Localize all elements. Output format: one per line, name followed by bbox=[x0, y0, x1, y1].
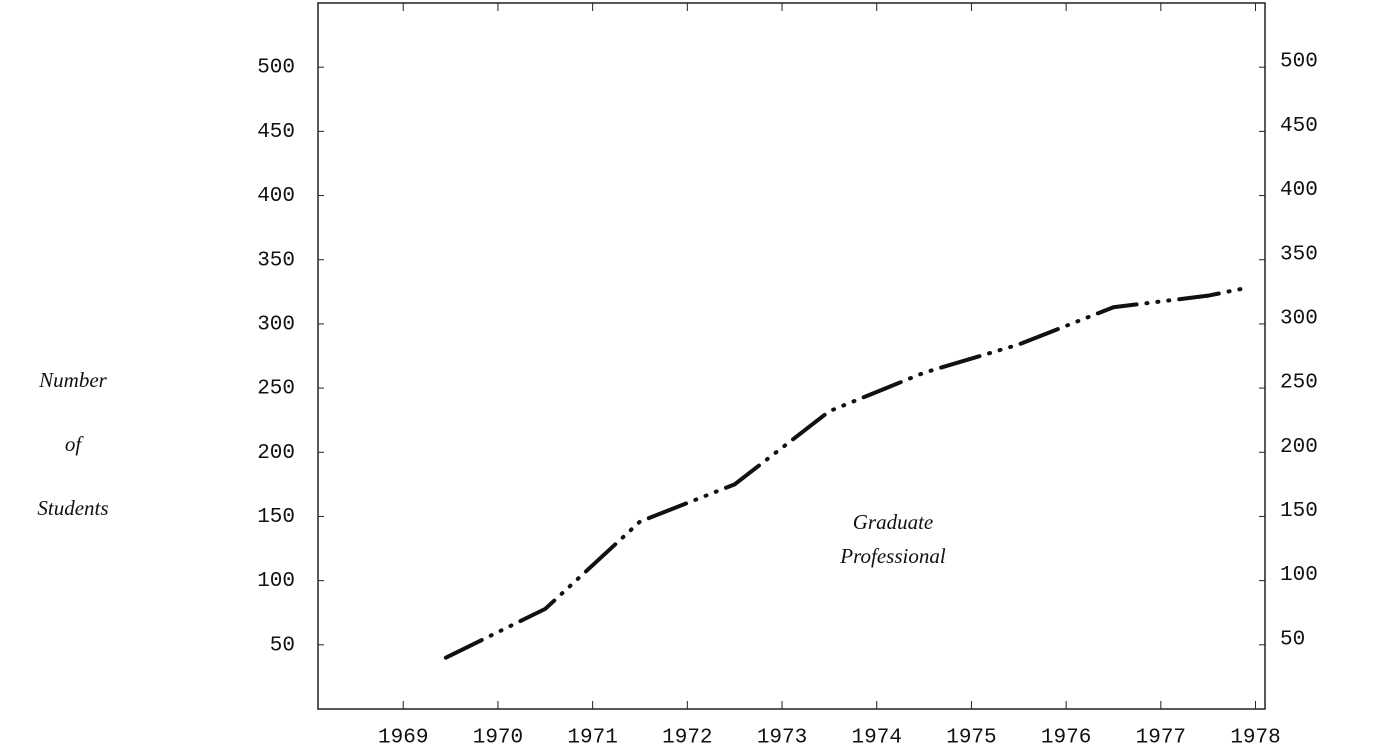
x-tick-label: 1977 bbox=[1136, 727, 1186, 750]
y2-tick-label: 300 bbox=[1280, 307, 1318, 330]
y-axis-label: of bbox=[65, 432, 85, 456]
y2-tick-label: 400 bbox=[1280, 179, 1318, 202]
y-tick-label: 350 bbox=[257, 249, 295, 272]
y-tick-label: 450 bbox=[257, 121, 295, 144]
x-tick-label: 1978 bbox=[1230, 727, 1280, 750]
y2-tick-label: 250 bbox=[1280, 372, 1318, 395]
annotation: Professional bbox=[839, 544, 946, 568]
y2-tick-label: 150 bbox=[1280, 500, 1318, 523]
y2-tick-label: 500 bbox=[1280, 51, 1318, 74]
y-axis-label: Number bbox=[38, 368, 107, 392]
x-tick-label: 1975 bbox=[946, 727, 996, 750]
x-tick-label: 1973 bbox=[757, 727, 807, 750]
plot-frame bbox=[317, 2, 1266, 710]
y-tick-label: 500 bbox=[257, 57, 295, 80]
y-tick-label: 200 bbox=[257, 442, 295, 465]
y2-tick-label: 50 bbox=[1280, 628, 1305, 651]
x-tick-label: 1971 bbox=[567, 727, 617, 750]
x-tick-label: 1974 bbox=[852, 727, 902, 750]
x-tick-label: 1976 bbox=[1041, 727, 1091, 750]
y-axis-label: Students bbox=[37, 496, 108, 520]
y-tick-label: 250 bbox=[257, 378, 295, 401]
y2-tick-label: 350 bbox=[1280, 243, 1318, 266]
y-tick-label: 400 bbox=[257, 185, 295, 208]
y-tick-label: 150 bbox=[257, 506, 295, 529]
y2-tick-label: 450 bbox=[1280, 115, 1318, 138]
y2-tick-label: 200 bbox=[1280, 436, 1318, 459]
y-tick-label: 100 bbox=[257, 570, 295, 593]
y-tick-label: 300 bbox=[257, 313, 295, 336]
x-tick-label: 1970 bbox=[473, 727, 523, 750]
y-tick-label: 50 bbox=[270, 634, 295, 657]
data-line bbox=[443, 285, 1249, 660]
annotation: Graduate bbox=[853, 510, 934, 534]
x-tick-label: 1969 bbox=[378, 727, 428, 750]
y2-tick-label: 100 bbox=[1280, 564, 1318, 587]
x-tick-label: 1972 bbox=[662, 727, 712, 750]
